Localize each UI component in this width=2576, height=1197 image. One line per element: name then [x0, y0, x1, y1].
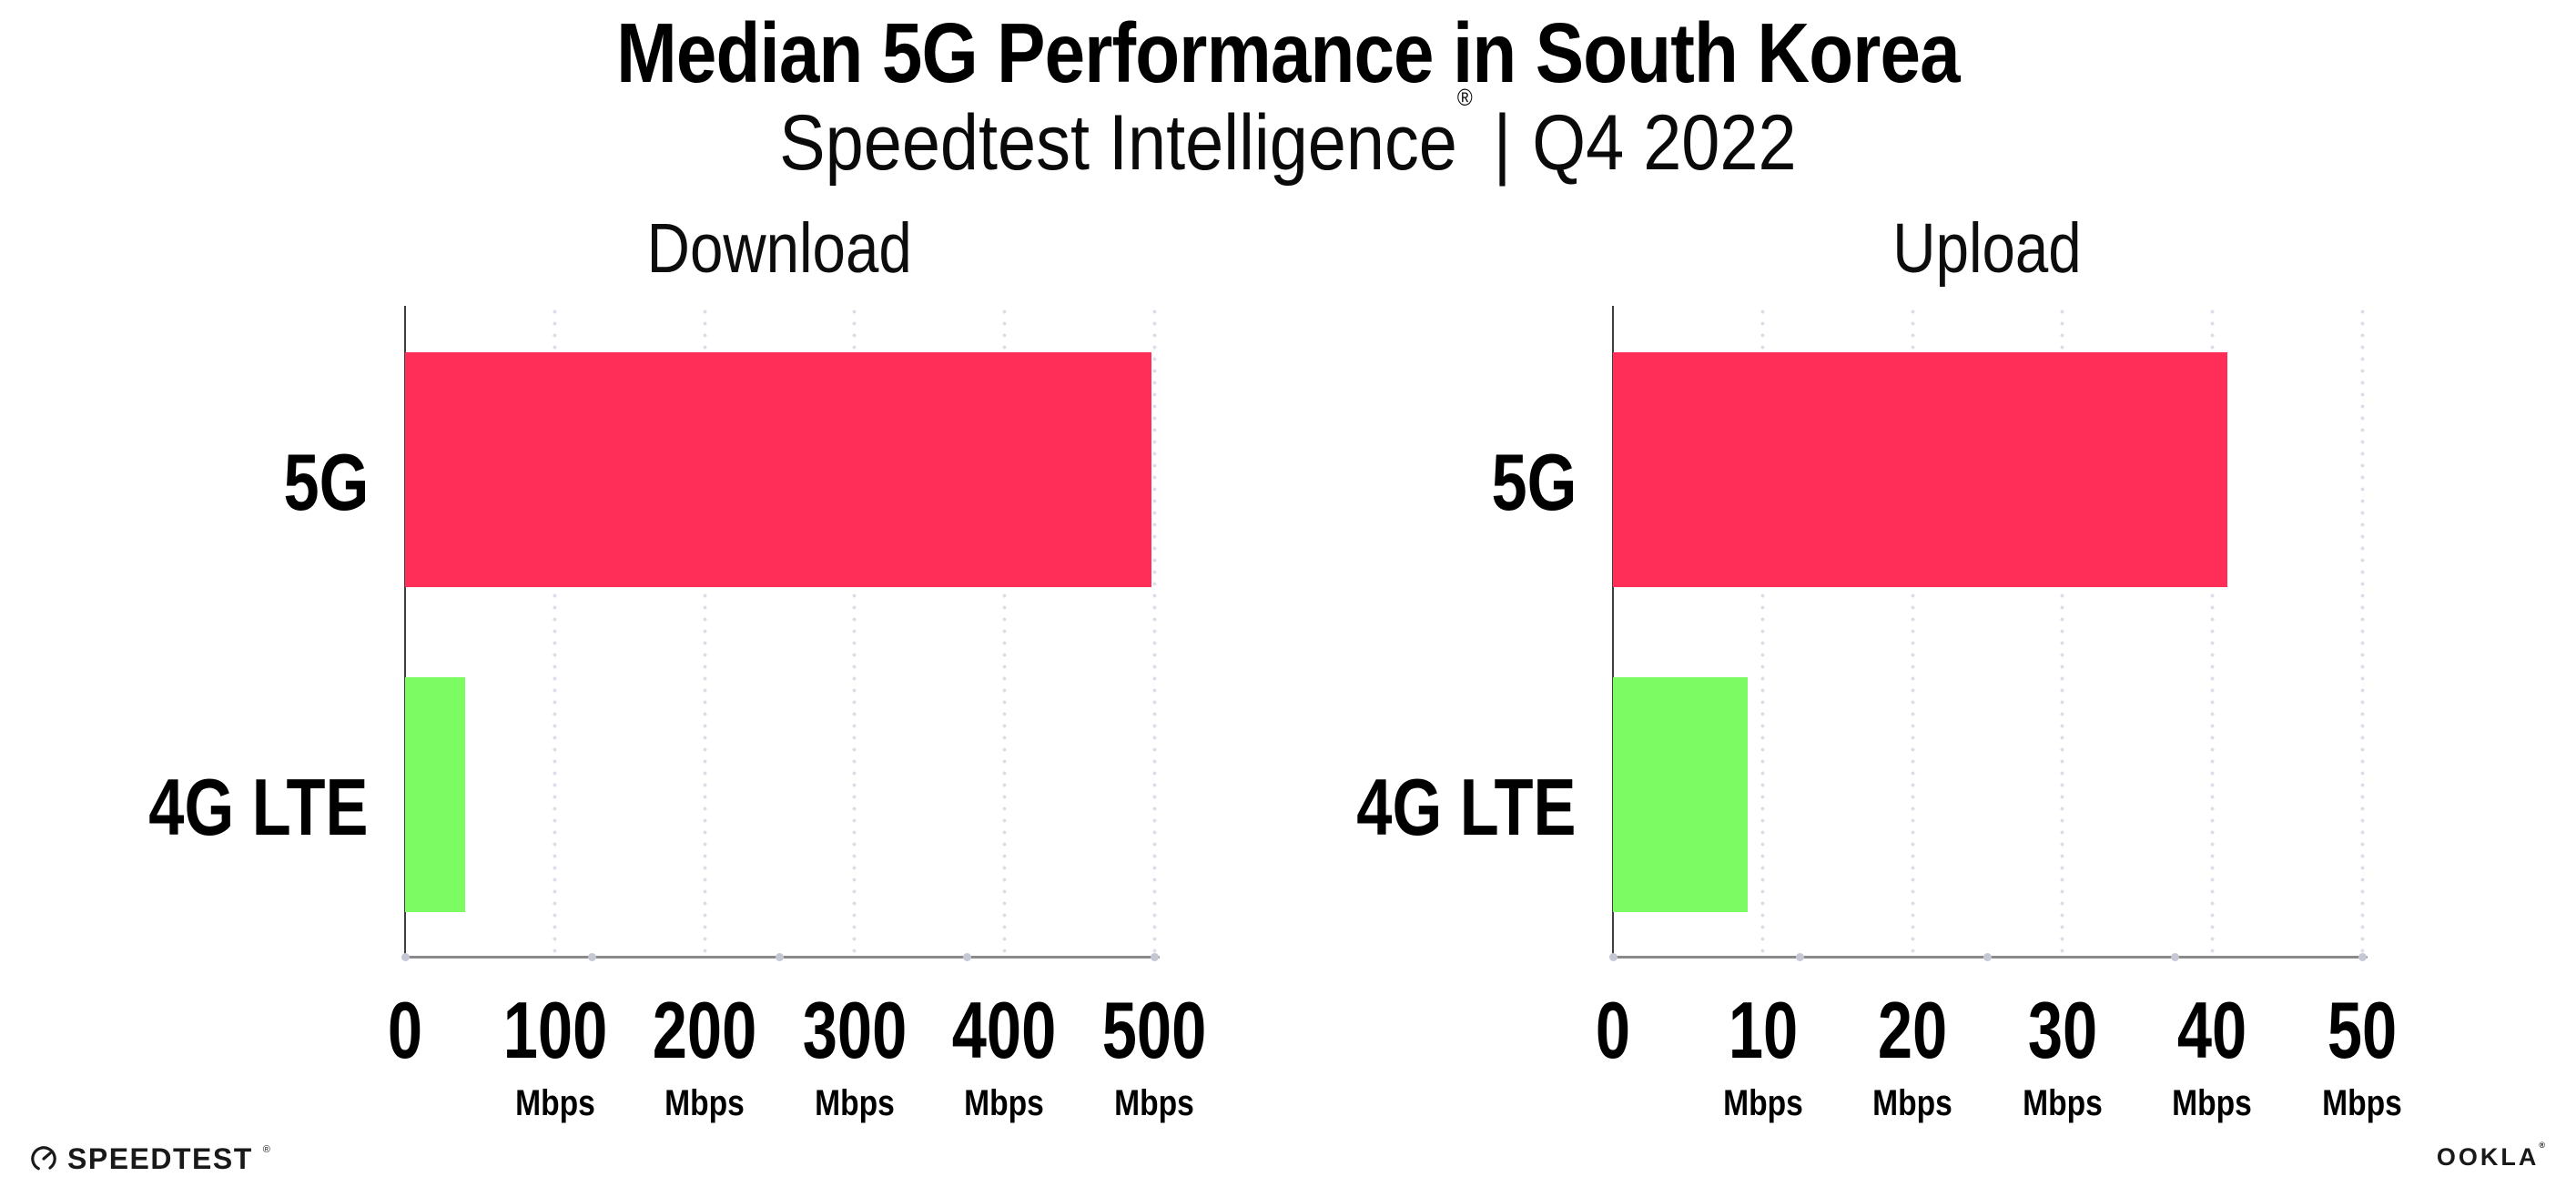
category-label-text: 4G LTE [1356, 762, 1577, 852]
gridline-30 [2060, 306, 2065, 958]
subtitle-brand: Speedtest Intelligence [779, 99, 1458, 187]
bar-4g-lte-upload [1613, 677, 1749, 912]
axis-tick-dot [1150, 953, 1159, 961]
bar-4g-lte-download [405, 677, 465, 912]
tick-unit: Mbps [664, 1083, 745, 1123]
tick-label-20-upload: 20 Mbps [1865, 985, 1960, 1123]
gridline-10 [1760, 306, 1766, 958]
page-subtitle: Speedtest Intelligence® | Q4 2022 [0, 86, 2576, 187]
category-label-text: 5G [283, 437, 369, 527]
tick-label-0-download: 0 [383, 990, 428, 1070]
tick-value: 10 [1728, 985, 1798, 1075]
registered-trademark-icon: ® [262, 1144, 270, 1155]
tick-value: 0 [387, 985, 423, 1075]
gridline-500 [1151, 306, 1157, 958]
tick-unit: Mbps [1872, 1083, 1953, 1123]
gridline-400 [1001, 306, 1007, 958]
registered-trademark-icon: ® [2539, 1141, 2545, 1150]
gridline-20 [1910, 306, 1915, 958]
speedtest-wordmark: SPEEDTEST [67, 1142, 253, 1175]
tick-unit: Mbps [2322, 1083, 2402, 1123]
tick-value: 40 [2177, 985, 2247, 1075]
registered-trademark-icon: ® [1457, 84, 1473, 112]
y-axis-line [404, 306, 406, 958]
tick-value: 30 [2027, 985, 2097, 1075]
tick-label-100-download: 100 Mbps [488, 985, 622, 1123]
axis-tick-dot [401, 953, 410, 961]
category-label-text: 5G [1491, 437, 1577, 527]
tick-unit: Mbps [514, 1083, 595, 1123]
gauge-icon [31, 1146, 56, 1172]
tick-value: 50 [2327, 985, 2398, 1075]
tick-unit: Mbps [2022, 1083, 2103, 1123]
tick-label-300-download: 300 Mbps [787, 985, 921, 1123]
subtitle-period: Q4 2022 [1532, 99, 1797, 187]
bar-5g-download [405, 352, 1151, 587]
axis-tick-dot [1608, 953, 1618, 961]
tick-value: 0 [1595, 985, 1631, 1075]
ookla-wordmark: OOKLA [2436, 1143, 2540, 1171]
axis-tick-dot [2358, 953, 2367, 961]
tick-value: 400 [952, 985, 1057, 1075]
tick-label-500-download: 500 Mbps [1088, 985, 1222, 1123]
tick-unit: Mbps [1722, 1083, 1803, 1123]
category-label-4g-lte: 4G LTE [1302, 677, 1577, 912]
speedtest-logo: SPEEDTEST ® [30, 1143, 270, 1174]
tick-label-200-download: 200 Mbps [638, 985, 772, 1123]
category-label-4g-lte: 4G LTE [94, 677, 369, 912]
axis-tick-dot [1983, 953, 1992, 961]
axis-tick-dot [2170, 953, 2179, 961]
download-chart: Download 0 100 Mbps 200 Mbps 300 Mbps 400 Mbps 50… [149, 214, 1206, 1122]
subtitle-separator: | [1493, 99, 1512, 187]
axis-tick-dot [962, 953, 971, 961]
tick-label-400-download: 400 Mbps [938, 985, 1071, 1123]
ookla-logo: OOKLA® [2436, 1141, 2545, 1171]
upload-chart: Upload 0 10 Mbps 20 Mbps 30 Mbps 40 Mbps 50 Mbps 5G… [1357, 214, 2402, 1122]
tick-label-50-upload: 50 Mbps [2315, 985, 2409, 1123]
tick-label-10-upload: 10 Mbps [1715, 985, 1810, 1123]
tick-unit: Mbps [964, 1083, 1045, 1123]
category-label-text: 4G LTE [148, 762, 369, 852]
tick-unit: Mbps [814, 1083, 895, 1123]
axis-tick-dot [1796, 953, 1805, 961]
tick-unit: Mbps [1114, 1083, 1194, 1123]
y-axis-line [1612, 306, 1614, 958]
upload-chart-title: Upload [1892, 209, 2083, 288]
gridline-200 [702, 306, 707, 958]
bar-5g-upload [1613, 352, 2227, 587]
tick-unit: Mbps [2172, 1083, 2253, 1123]
tick-value: 300 [802, 985, 908, 1075]
tick-label-0-upload: 0 [1591, 990, 1636, 1070]
page-title: Median 5G Performance in South Korea [616, 5, 1961, 100]
tick-label-40-upload: 40 Mbps [2165, 985, 2259, 1123]
tick-value: 100 [502, 985, 607, 1075]
tick-value: 500 [1101, 985, 1207, 1075]
gridline-50 [2359, 306, 2365, 958]
gridline-40 [2209, 306, 2215, 958]
tick-label-30-upload: 30 Mbps [2015, 985, 2110, 1123]
axis-tick-dot [776, 953, 784, 961]
tick-value: 20 [1878, 985, 1948, 1075]
gridline-300 [852, 306, 857, 958]
category-label-5g: 5G [262, 352, 369, 587]
tick-value: 200 [652, 985, 757, 1075]
download-chart-title: Download [646, 209, 913, 288]
gridline-100 [553, 306, 558, 958]
axis-tick-dot [588, 953, 597, 961]
category-label-5g: 5G [1470, 352, 1577, 587]
